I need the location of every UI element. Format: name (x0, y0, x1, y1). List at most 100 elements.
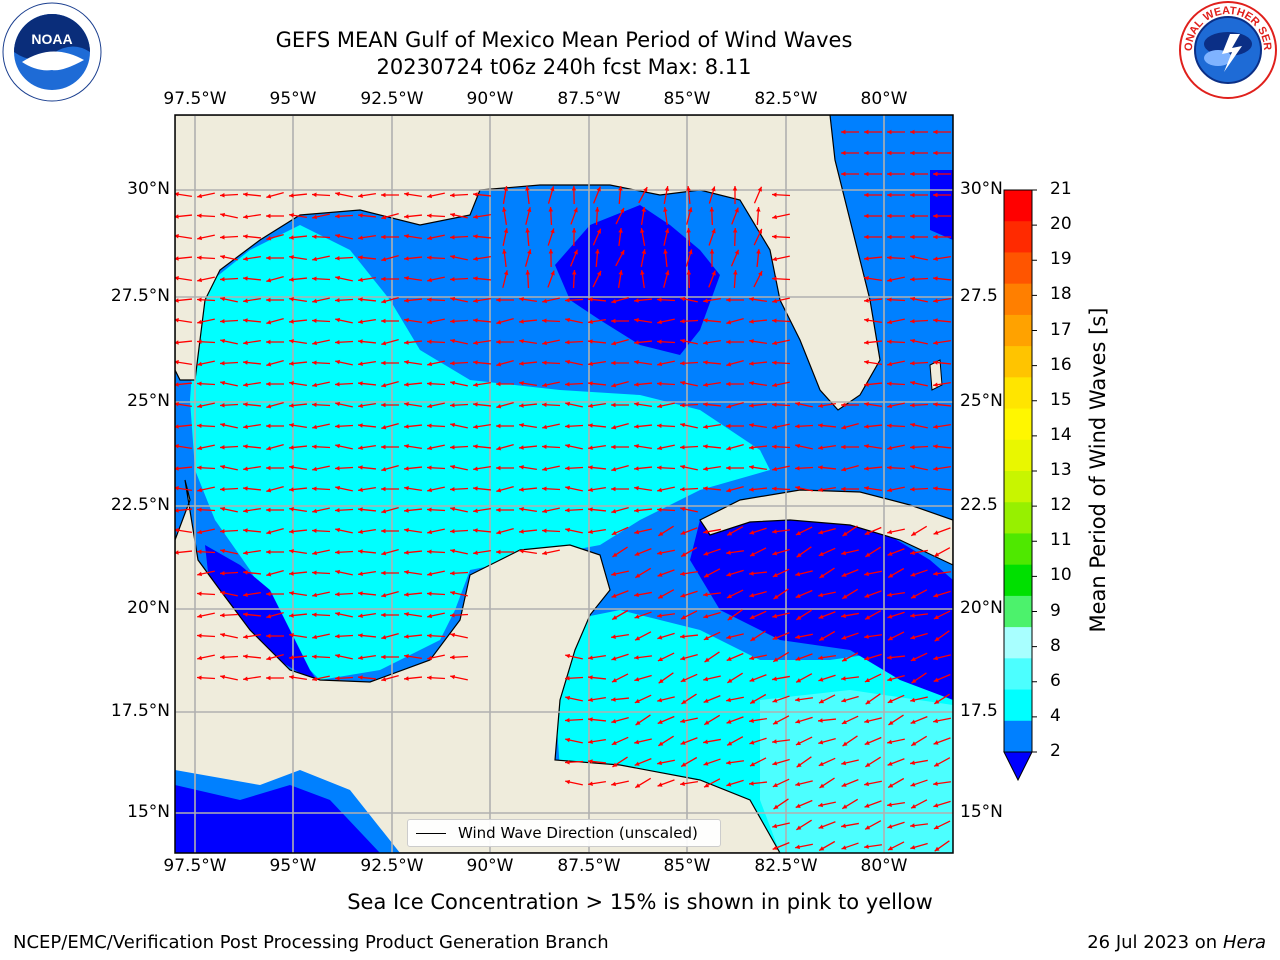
wave-direction-arrow (887, 276, 905, 283)
wave-direction-arrow (381, 213, 399, 220)
wave-direction-arrow (634, 318, 652, 324)
wave-direction-arrow (910, 716, 928, 724)
wave-direction-arrow (841, 465, 859, 472)
wave-direction-arrow (726, 736, 744, 746)
wave-direction-arrow (886, 381, 906, 387)
wave-direction-arrow (266, 423, 284, 429)
deep-blue-pacific-2 (175, 785, 380, 853)
wave-direction-arrow (427, 276, 445, 283)
colorbar-tick-label: 6 (1050, 670, 1061, 691)
wave-direction-arrow (726, 716, 744, 724)
wave-direction-arrow (219, 360, 239, 366)
wave-direction-arrow (703, 297, 721, 303)
colorbar (1003, 189, 1037, 782)
noaa-logo-icon: NOAA (2, 2, 102, 102)
wave-direction-arrow (771, 739, 791, 744)
wave-direction-arrow (175, 318, 192, 324)
wave-direction-arrow (266, 633, 284, 639)
wave-direction-arrow (588, 360, 606, 366)
wave-direction-arrow (726, 339, 744, 345)
wave-direction-arrow (426, 507, 446, 513)
footer-credit: NCEP/EMC/Verification Post Processing Pr… (13, 932, 609, 953)
wave-direction-arrow (794, 697, 814, 702)
lon-tick-top: 85°W (663, 89, 711, 109)
wave-direction-arrow (663, 206, 668, 226)
wave-direction-arrow (564, 717, 584, 723)
colorbar-tick-label: 15 (1050, 389, 1072, 410)
wave-direction-arrow (841, 171, 859, 177)
wave-direction-arrow (911, 672, 927, 684)
wave-direction-arrow (841, 632, 859, 640)
wave-direction-arrow (335, 611, 353, 618)
wave-direction-arrow (427, 402, 445, 409)
wave-direction-arrow (841, 129, 859, 135)
wave-direction-arrow (570, 207, 578, 225)
wave-direction-arrow (311, 570, 331, 576)
wave-direction-arrow (686, 227, 691, 247)
wave-direction-arrow (541, 402, 561, 408)
wave-direction-arrow (311, 360, 331, 366)
wave-direction-arrow (266, 255, 284, 261)
wave-direction-arrow (502, 248, 507, 268)
wave-direction-arrow (863, 466, 883, 471)
wave-direction-arrow (311, 654, 331, 660)
wave-direction-arrow (679, 444, 699, 450)
wave-direction-arrow (864, 150, 882, 156)
lon-tick-bottom: 85°W (663, 856, 711, 876)
wave-direction-arrow (611, 717, 629, 724)
wave-direction-arrow (175, 402, 192, 408)
wave-direction-arrow (909, 613, 929, 618)
wave-direction-arrow (910, 150, 928, 156)
chart-subtitle-run: 20230724 t06z 240h fcst Max: 8.11 (376, 55, 752, 79)
wave-direction-arrow (175, 444, 192, 450)
wave-direction-arrow (357, 339, 377, 344)
wave-direction-arrow (910, 569, 928, 577)
wave-direction-arrow (933, 171, 951, 177)
wave-direction-arrow (681, 693, 697, 705)
wave-direction-arrow (175, 360, 192, 366)
wave-direction-arrow (197, 318, 215, 325)
wave-direction-arrow (933, 213, 951, 219)
wave-direction-arrow (749, 693, 767, 705)
wave-direction-arrow (403, 214, 423, 219)
wave-direction-arrow (334, 591, 354, 597)
wave-direction-arrow (756, 248, 761, 268)
wave-direction-arrow (886, 339, 906, 345)
wave-direction-arrow (657, 779, 675, 787)
wave-direction-arrow (887, 548, 905, 556)
wave-direction-arrow (634, 611, 652, 619)
wave-direction-arrow (933, 737, 951, 745)
wave-direction-arrow (934, 693, 950, 705)
wave-direction-arrow (640, 207, 646, 225)
wave-direction-arrow (196, 675, 216, 681)
wave-direction-arrow (358, 402, 376, 408)
wave-direction-arrow (334, 381, 354, 387)
wave-direction-arrow (887, 777, 905, 789)
wave-direction-arrow (910, 296, 928, 303)
wave-direction-arrow (243, 507, 261, 513)
wave-direction-arrow (381, 486, 399, 492)
wave-direction-arrow (357, 549, 377, 554)
wave-direction-arrow (311, 318, 331, 324)
wave-direction-arrow (611, 653, 629, 661)
wave-direction-arrow (220, 296, 238, 303)
wave-direction-arrow (496, 297, 514, 303)
wave-direction-arrow (541, 444, 561, 450)
wave-direction-arrow (864, 318, 882, 324)
wave-direction-arrow (726, 569, 744, 577)
wave-direction-arrow (220, 338, 238, 345)
wave-direction-arrow (426, 549, 446, 555)
wave-direction-arrow (403, 382, 423, 387)
wave-direction-arrow (933, 255, 951, 261)
wave-direction-arrow (288, 235, 308, 240)
wave-direction-arrow (680, 610, 698, 620)
wave-direction-arrow (818, 757, 836, 767)
wave-direction-arrow (197, 528, 215, 535)
wave-direction-arrow (242, 276, 262, 281)
wave-direction-arrow (657, 360, 675, 367)
colorbar-segment (1004, 533, 1032, 566)
colorbar-tick-label: 16 (1050, 354, 1072, 375)
wave-direction-arrow (289, 255, 307, 261)
wave-direction-arrow (887, 318, 905, 325)
wave-direction-arrow (887, 402, 905, 409)
